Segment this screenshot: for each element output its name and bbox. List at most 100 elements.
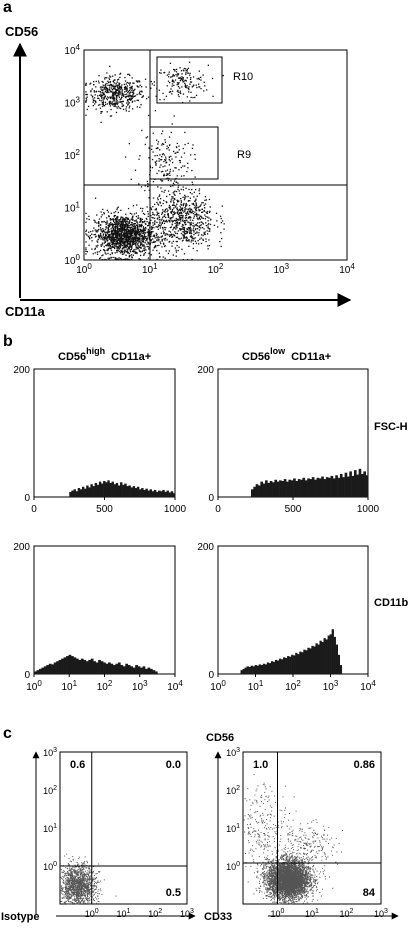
event-dot xyxy=(154,204,155,205)
histogram-bar xyxy=(286,482,289,497)
event-dot xyxy=(129,239,130,240)
event-dot xyxy=(99,893,100,894)
event-dot xyxy=(71,901,72,902)
event-dot xyxy=(173,200,174,201)
histogram-x-tick: 100 xyxy=(26,679,42,693)
event-dot xyxy=(101,244,102,245)
histogram-bar xyxy=(162,490,164,497)
event-dot xyxy=(152,238,153,239)
event-dot xyxy=(148,115,149,116)
event-dot xyxy=(161,214,162,215)
event-dot xyxy=(69,867,70,868)
event-dot xyxy=(109,258,110,259)
event-dot xyxy=(74,899,75,900)
event-dot xyxy=(183,221,184,222)
event-dot xyxy=(169,92,170,93)
event-dot xyxy=(210,206,211,207)
event-dot xyxy=(110,91,111,92)
event-dot xyxy=(68,884,69,885)
event-dot xyxy=(176,256,177,257)
event-dot xyxy=(126,88,127,89)
event-dot xyxy=(157,214,158,215)
event-dot xyxy=(112,89,113,90)
event-dot xyxy=(116,83,117,84)
event-dot xyxy=(152,159,153,160)
histogram-bar xyxy=(317,478,320,497)
event-dot xyxy=(135,253,136,254)
event-dot xyxy=(101,216,102,217)
event-dot xyxy=(79,885,80,886)
event-dot xyxy=(79,857,80,858)
histogram-bar xyxy=(260,482,263,497)
event-dot xyxy=(148,229,149,230)
histogram-y-tick: 0 xyxy=(208,493,214,504)
event-dot xyxy=(74,869,75,870)
histogram-y-tick: 200 xyxy=(13,542,30,553)
event-dot xyxy=(136,221,137,222)
event-dot xyxy=(216,213,217,214)
event-dot xyxy=(145,227,146,228)
event-dot xyxy=(113,237,114,238)
event-dot xyxy=(137,218,138,219)
event-dot xyxy=(85,886,86,887)
event-dot xyxy=(61,872,62,873)
event-dot xyxy=(84,864,85,865)
event-dot xyxy=(112,253,113,254)
event-dot xyxy=(99,901,100,902)
histogram-bar xyxy=(251,489,254,497)
event-dot xyxy=(119,257,120,258)
event-dot xyxy=(117,107,118,108)
event-dot xyxy=(100,108,101,109)
event-dot xyxy=(189,205,190,206)
event-dot xyxy=(102,259,103,260)
event-dot xyxy=(194,225,195,226)
event-dot xyxy=(185,215,186,216)
event-dot xyxy=(163,238,164,239)
histogram-bar xyxy=(108,662,111,674)
event-dot xyxy=(116,89,117,90)
event-dot xyxy=(179,213,180,214)
histogram-bar xyxy=(307,478,310,497)
event-dot xyxy=(131,245,132,246)
histogram-bar xyxy=(300,480,303,497)
event-dot xyxy=(171,212,172,213)
event-dot xyxy=(172,211,173,212)
event-dot xyxy=(182,217,183,218)
event-dot xyxy=(107,111,108,112)
event-dot xyxy=(83,893,84,894)
event-dot xyxy=(69,888,70,889)
event-dot xyxy=(197,219,198,220)
event-dot xyxy=(164,192,165,193)
event-dot xyxy=(80,877,81,878)
event-dot xyxy=(184,165,185,166)
event-dot xyxy=(139,107,140,108)
histogram-x-tick: 103 xyxy=(323,679,339,693)
event-dot xyxy=(101,90,102,91)
event-dot xyxy=(133,242,134,243)
event-dot xyxy=(191,82,192,83)
event-dot xyxy=(85,249,86,250)
event-dot xyxy=(181,228,182,229)
event-dot xyxy=(221,246,222,247)
event-dot xyxy=(205,238,206,239)
event-dot xyxy=(99,882,100,883)
event-dot xyxy=(75,865,76,866)
event-dot xyxy=(80,898,81,899)
event-dot xyxy=(146,238,147,239)
event-dot xyxy=(89,867,90,868)
event-dot xyxy=(102,243,103,244)
event-dot xyxy=(129,93,130,94)
event-dot xyxy=(173,82,174,83)
event-dot xyxy=(169,156,170,157)
event-dot xyxy=(306,870,307,871)
event-dot xyxy=(125,86,126,87)
event-dot xyxy=(160,243,161,244)
event-dot xyxy=(120,108,121,109)
event-dot xyxy=(87,874,88,875)
histogram-bar xyxy=(281,659,283,674)
event-dot xyxy=(88,888,89,889)
event-dot xyxy=(69,875,70,876)
event-dot xyxy=(77,890,78,891)
event-dot xyxy=(128,243,129,244)
event-dot xyxy=(183,175,184,176)
